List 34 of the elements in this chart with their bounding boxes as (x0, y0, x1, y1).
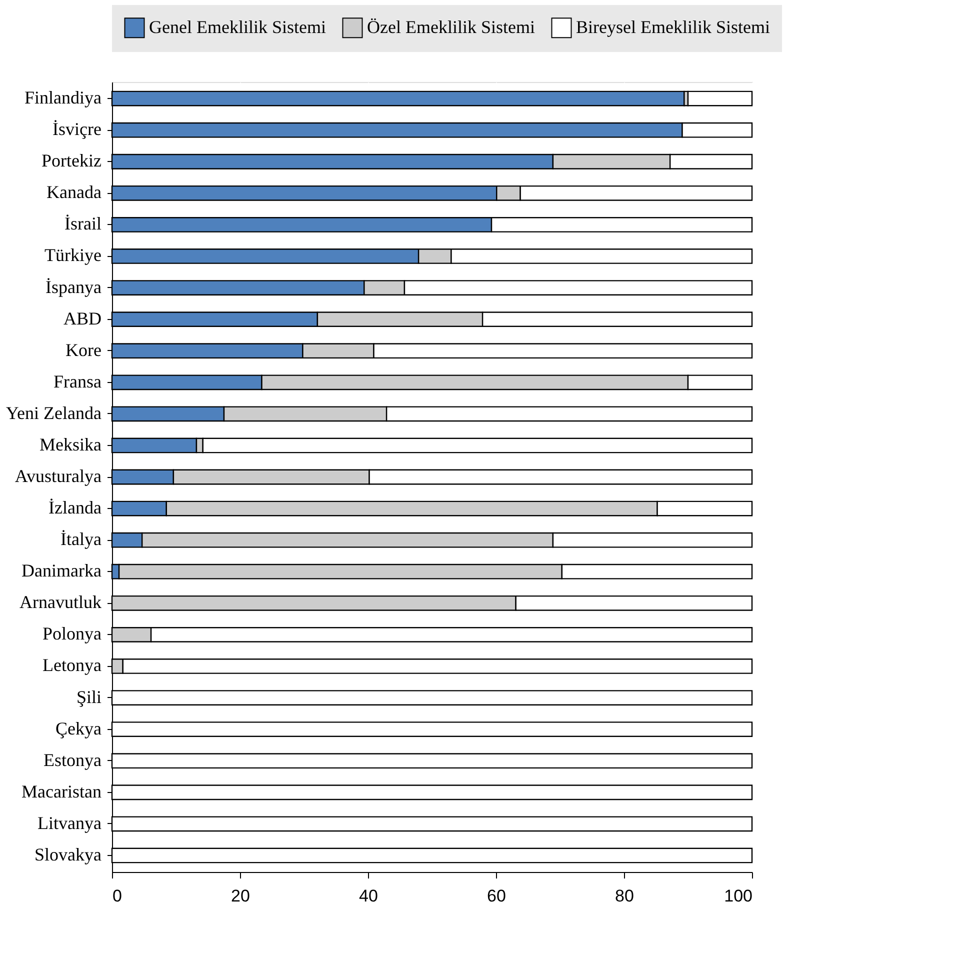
x-tick-label: 60 (487, 886, 506, 906)
y-tick-label: ABD (63, 308, 102, 328)
y-tick-label: Portekiz (42, 150, 102, 171)
y-tick-label: İsrail (64, 214, 102, 234)
y-tick-label: Fransa (54, 371, 102, 392)
y-tick-label: Kore (66, 340, 102, 360)
y-tick-label: Kanada (46, 182, 102, 202)
y-tick-label: Meksika (40, 434, 102, 454)
y-tick-label: Macaristan (22, 781, 102, 802)
y-tick-label: Danimarka (22, 560, 102, 581)
y-tick-label: Şili (76, 686, 102, 707)
x-tick-label: 0 (112, 886, 122, 906)
legend-label: Bireysel Emeklilik Sistemi (576, 16, 770, 37)
y-tick-label: Avusturalya (14, 466, 102, 486)
y-tick-label: Çekya (56, 718, 102, 738)
y-tick-label: Estonya (44, 750, 102, 770)
y-tick-label: Polonya (42, 624, 102, 644)
x-tick-label: 40 (359, 886, 378, 906)
x-tick-label: 80 (615, 886, 634, 906)
y-tick-label: Türkiye (44, 245, 102, 266)
y-tick-label: Arnavutluk (20, 592, 102, 612)
y-tick-label: İsviçre (52, 119, 102, 140)
x-tick-label: 20 (231, 886, 250, 906)
y-tick-label: Letonya (42, 655, 102, 676)
y-tick-label: Litvanya (38, 812, 102, 833)
y-tick-label: İspanya (46, 276, 102, 297)
y-tick-label: İtalya (60, 529, 102, 550)
y-tick-label: Yeni Zelanda (6, 402, 102, 423)
legend-label: Genel Emeklilik Sistemi (149, 16, 326, 37)
x-tick-label: 100 (724, 886, 752, 906)
y-tick-label: İzlanda (48, 498, 102, 518)
y-tick-label: Slovakya (34, 844, 102, 864)
legend-label: Özel Emeklilik Sistemi (367, 16, 535, 37)
y-tick-label: Finlandiya (24, 88, 102, 108)
